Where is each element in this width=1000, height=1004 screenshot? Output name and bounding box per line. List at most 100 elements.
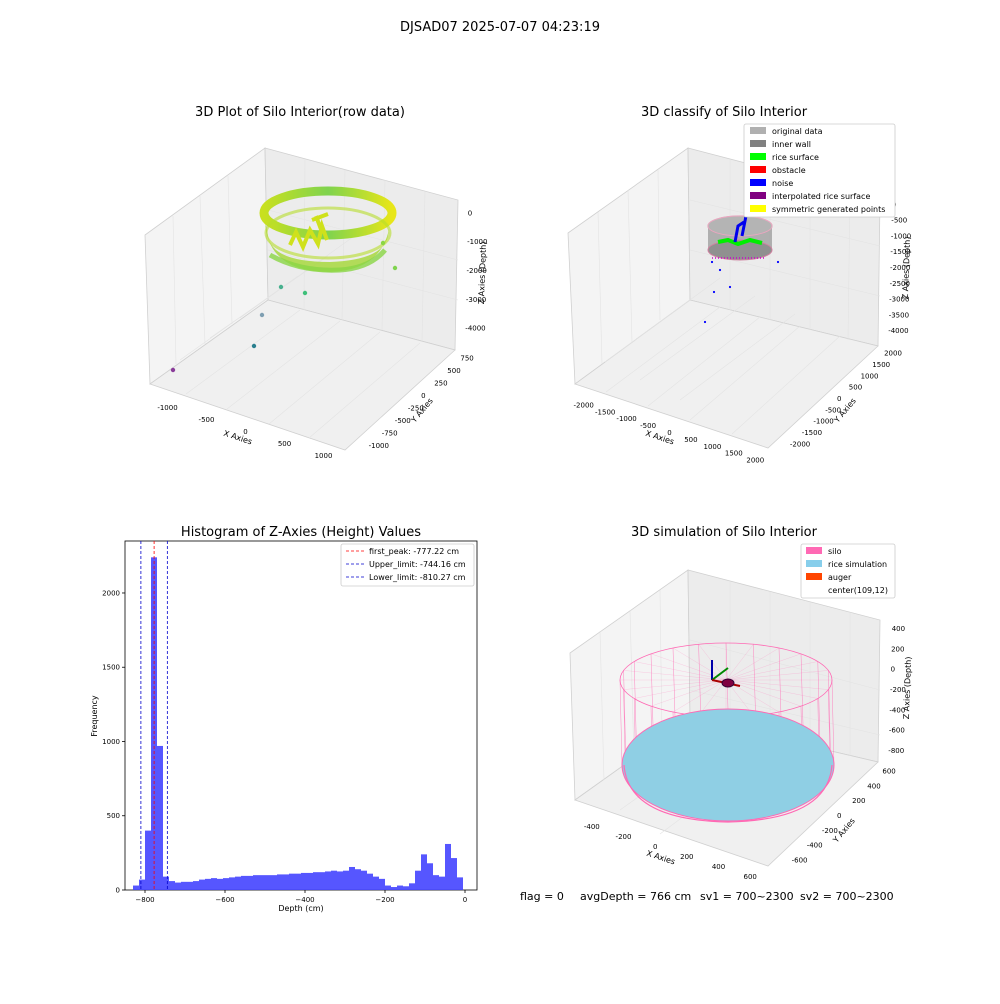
raw-xlabel: X Axies [222, 429, 253, 447]
classify-legend-entries: original data inner wall rice surface obsta… [750, 127, 885, 214]
histogram-plot-area [124, 540, 478, 891]
silo-roof-wire [725, 679, 829, 690]
histogram-bar [421, 854, 427, 890]
classify-points [707, 215, 773, 261]
histogram-bar [313, 872, 319, 890]
histogram-legend-label: first_peak: -777.22 cm [369, 547, 459, 556]
classify-legend-label: symmetric generated points [772, 205, 885, 214]
histogram-bar [139, 879, 145, 890]
histogram-bar [235, 876, 241, 890]
simulation-y-tick: 600 [882, 767, 895, 775]
classify-legend: original data inner wall rice surface obsta… [743, 123, 896, 218]
raw-x-tick: 500 [278, 440, 291, 448]
simulation-tick-labels: -400-2000200400600-600-400-2000200400600… [584, 625, 906, 881]
classify-tick-labels: -2000-1500-1000-5000500100015002000-2000… [574, 201, 912, 465]
classify-legend-swatch [750, 166, 766, 173]
classify-y-tick: -500 [825, 406, 841, 414]
classify-x-tick: -500 [640, 422, 656, 430]
raw-noise-points [170, 240, 398, 373]
histogram-bar [349, 866, 355, 890]
silo-roof-wire [725, 661, 818, 681]
histogram-bar [415, 870, 421, 890]
histogram-bar [247, 875, 253, 890]
classify-noise-point [718, 268, 722, 272]
status-sv1: sv1 = 700~2300 [700, 890, 794, 903]
histogram-bar [361, 870, 367, 890]
simulation-x-tick: 400 [712, 863, 725, 871]
histogram-bar [253, 875, 259, 890]
classify-x-tick: -1000 [616, 415, 636, 423]
simulation-y-tick: 200 [852, 797, 865, 805]
histogram-legend-label: Upper_limit: -744.16 cm [369, 560, 466, 569]
classify-y-tick: 0 [837, 395, 841, 403]
simulation-legend-label: rice simulation [828, 560, 887, 569]
raw-x-tick: -500 [199, 416, 215, 424]
classify-z-tick: -3000 [889, 296, 909, 304]
histogram-legend: first_peak: -777.22 cm Upper_limit: -744.… [340, 543, 475, 587]
panel-raw-data: 3D Plot of Silo Interior(row data) -1000… [144, 105, 488, 460]
raw-noise-point [259, 312, 265, 318]
histogram-y-tick-label: 2000 [102, 589, 120, 597]
classify-legend-swatch [750, 153, 766, 160]
histogram-bar [277, 874, 283, 890]
histogram-bar [427, 863, 433, 890]
simulation-legend-label: silo [828, 547, 842, 556]
histogram-bar [205, 878, 211, 890]
histogram-bar [229, 877, 235, 890]
histogram-bar [373, 876, 379, 890]
histogram-bar [217, 878, 223, 890]
histogram-bar [259, 875, 265, 890]
histogram-reference-lines [140, 541, 168, 890]
histogram-bar [175, 882, 181, 890]
classify-z-tick: -2000 [890, 264, 910, 272]
histogram-bar [337, 871, 343, 890]
simulation-legend-swatch [806, 560, 822, 567]
raw-zlabel: Z Axies (Depth) [477, 241, 488, 304]
silo-roof-wire [725, 647, 780, 681]
histogram-x-tick-label: −800 [135, 896, 154, 904]
histogram-bar [265, 875, 271, 890]
raw-x-tick: 0 [243, 428, 247, 436]
panel-raw-title: 3D Plot of Silo Interior(row data) [195, 105, 405, 120]
classify-x-tick: -2000 [574, 401, 594, 409]
histogram-bar [319, 872, 325, 890]
status-line: flag = 0 avgDepth = 766 cm sv1 = 700~230… [520, 890, 894, 903]
classify-x-tick: -1500 [595, 408, 615, 416]
silo-roof-wire [725, 644, 754, 681]
simulation-xlabel: X Axies [645, 849, 676, 867]
histogram-bar [181, 881, 187, 890]
simulation-legend-swatch [806, 573, 822, 580]
histogram-bar [367, 873, 373, 890]
silo-wire [817, 661, 821, 738]
classify-z-tick: -4000 [888, 327, 908, 335]
classify-y-tick: -2000 [790, 440, 810, 448]
simulation-x-tick: -400 [584, 823, 600, 831]
classify-legend-label: inner wall [772, 140, 811, 149]
simulation-legend-entries: silo rice simulation auger center(109,12) [806, 547, 888, 595]
simulation-z-tick: -400 [889, 706, 905, 714]
histogram-bar [439, 876, 445, 890]
classify-legend-label: rice surface [772, 153, 819, 162]
status-sv2: sv2 = 700~2300 [800, 890, 894, 903]
raw-tick-labels: -1000-50005001000-1000-750-500-250025050… [157, 209, 487, 460]
histogram-ylabel: Frequency [90, 695, 99, 737]
classify-noise-points [703, 260, 780, 324]
silo-roof-wire [634, 679, 727, 699]
histogram-xlabel: Depth (cm) [278, 904, 323, 913]
silo-roof-wire [650, 653, 727, 681]
silo-wire [672, 647, 676, 717]
simulation-z-tick: -800 [888, 747, 904, 755]
raw-noise-point [170, 367, 176, 373]
classify-noise-point [710, 260, 714, 264]
silo-roof-wire [623, 670, 727, 681]
histogram-bar [355, 869, 361, 890]
classify-noise-point [703, 320, 707, 324]
silo-roof-wire [725, 679, 802, 707]
silo-wire [831, 679, 835, 766]
raw-z-tick: -1000 [467, 238, 487, 246]
histogram-bar [163, 876, 169, 890]
classify-legend-swatch [750, 179, 766, 186]
histogram-y-tick-label: 1000 [102, 738, 120, 746]
silo-wire [623, 670, 626, 751]
classify-y-tick: -1500 [802, 429, 822, 437]
